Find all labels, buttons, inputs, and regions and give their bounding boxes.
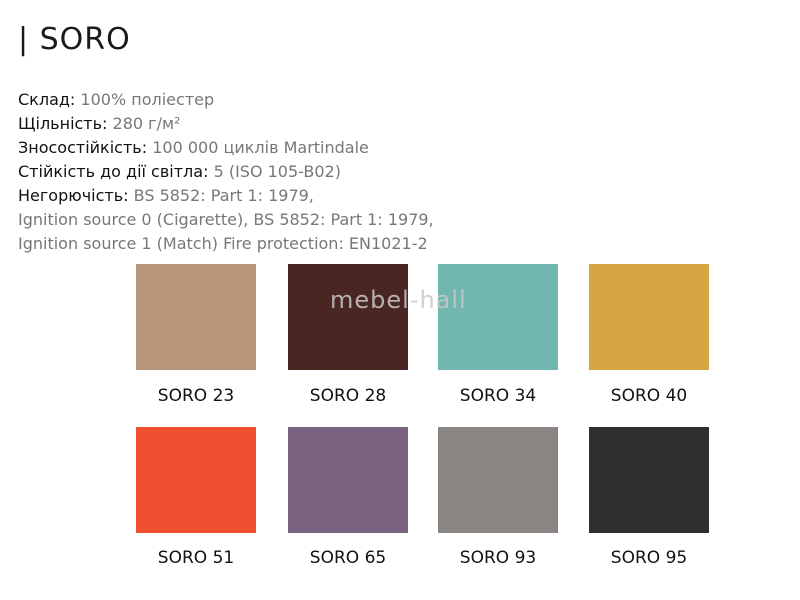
spec-lightfastness: Стійкість до дії світла: 5 (ISO 105-B02) bbox=[18, 162, 341, 181]
spec-density: Щільність: 280 г/м² bbox=[18, 114, 181, 133]
swatch-soro-93 bbox=[438, 427, 558, 533]
spec-extra-line: Ignition source 1 (Match) Fire protectio… bbox=[18, 234, 428, 253]
swatch-label: SORO 34 bbox=[459, 386, 537, 406]
swatch-soro-23 bbox=[136, 264, 256, 370]
swatch-label: SORO 40 bbox=[610, 386, 688, 406]
watermark: mebel-hall bbox=[330, 286, 467, 314]
page-title: | SORO bbox=[18, 22, 131, 57]
swatch-soro-40 bbox=[589, 264, 709, 370]
swatch-soro-95 bbox=[589, 427, 709, 533]
spec-flammability: Негорючість: BS 5852: Part 1: 1979, bbox=[18, 186, 314, 205]
swatch-label: SORO 65 bbox=[309, 548, 387, 568]
swatch-label: SORO 51 bbox=[157, 548, 235, 568]
swatch-soro-51 bbox=[136, 427, 256, 533]
swatch-soro-28 bbox=[288, 264, 408, 370]
spec-composition: Склад: 100% поліестер bbox=[18, 90, 215, 109]
swatch-label: SORO 95 bbox=[610, 548, 688, 568]
swatch-soro-34 bbox=[438, 264, 558, 370]
swatch-label: SORO 28 bbox=[309, 386, 387, 406]
swatch-label: SORO 93 bbox=[459, 548, 537, 568]
swatch-label: SORO 23 bbox=[157, 386, 235, 406]
swatch-soro-65 bbox=[288, 427, 408, 533]
spec-abrasion: Зносостійкість: 100 000 циклів Martindal… bbox=[18, 138, 369, 157]
spec-extra-line: Ignition source 0 (Cigarette), BS 5852: … bbox=[18, 210, 434, 229]
specs-list: Склад: 100% поліестер Щільність: 280 г/м… bbox=[18, 88, 434, 256]
